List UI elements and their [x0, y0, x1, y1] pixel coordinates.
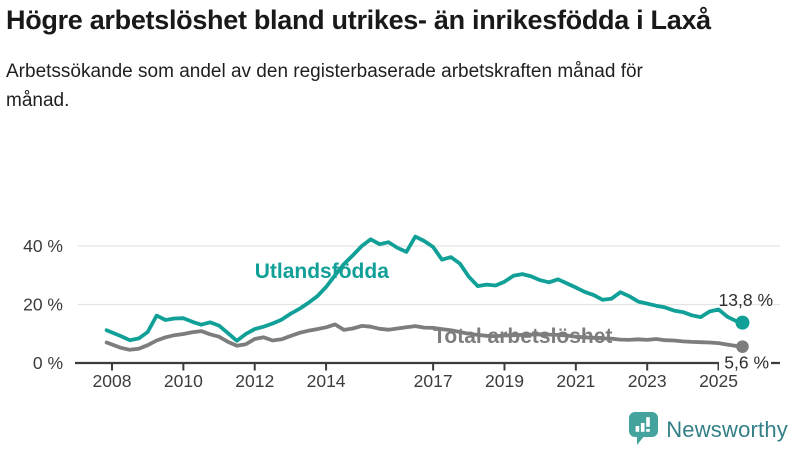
- x-tick-label-2023: 2023: [628, 371, 667, 391]
- page-title: Högre arbetslöshet bland utrikes- än inr…: [6, 5, 711, 35]
- series-label-1: Total arbetslöshet: [433, 325, 612, 348]
- series-end-dot-1: [736, 340, 749, 353]
- page-subtitle: Arbetssökande som andel av den registerb…: [6, 60, 643, 112]
- series-end-dot-0: [735, 315, 750, 330]
- x-tick-label-2010: 2010: [164, 371, 203, 391]
- x-tick-label-2021: 2021: [556, 371, 595, 391]
- end-value-label-0: 13,8 %: [719, 290, 773, 310]
- x-tick-label-2019: 2019: [485, 371, 524, 391]
- x-tick-label-2017: 2017: [414, 371, 453, 391]
- newsworthy-brand: Newsworthy: [629, 412, 788, 447]
- x-tick-label-2025: 2025: [699, 371, 738, 391]
- y-tick-label-40: 40 %: [23, 236, 63, 256]
- y-tick-label-0: 0 %: [33, 353, 63, 373]
- end-value-label-bg: [719, 354, 771, 372]
- end-value-label-1: 5,6 %: [724, 353, 769, 373]
- brand-wordmark: Newsworthy: [666, 416, 788, 442]
- x-tick-label-2008: 2008: [93, 371, 132, 391]
- infographic-page: { "header": { "title": "Högre arbetslösh…: [0, 4, 800, 454]
- x-tick-label-2012: 2012: [235, 371, 274, 391]
- series-line-1: [104, 322, 745, 352]
- series-label-0: Utlandsfödda: [255, 260, 389, 283]
- bar-chart-speech-bubble-icon: [629, 412, 659, 445]
- x-tick-label-2014: 2014: [307, 371, 346, 391]
- y-tick-label-20: 20 %: [23, 295, 63, 315]
- chart-canvas: 2008 2010 2012 2014 2017 2019 2021 2023 2025 0 % 2…: [23, 234, 780, 391]
- unemployment-line-chart: 2008 2010 2012 2014 2017 2019 2021 2023 2025 0 % 2…: [0, 209, 800, 409]
- series-line-0: [104, 234, 745, 343]
